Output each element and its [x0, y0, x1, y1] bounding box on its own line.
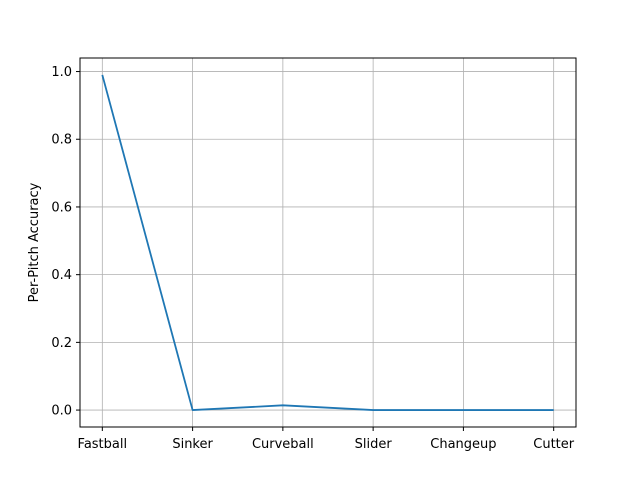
x-tick-label: Sinker	[172, 437, 213, 452]
y-tick-label: 1.0	[51, 65, 72, 80]
y-tick-label: 0.6	[51, 200, 72, 215]
series-line	[101, 74, 554, 411]
x-tick-label: Changeup	[430, 437, 496, 452]
x-axis: Fastball Sinker Curveball Slider Changeup Cut…	[78, 427, 575, 452]
x-tick-label: Slider	[355, 437, 393, 452]
y-tick-label: 0.2	[51, 336, 72, 351]
x-tick-label: Fastball	[78, 437, 128, 452]
y-axis-label: Per-Pitch Accuracy	[27, 182, 42, 302]
plot-frame	[79, 57, 577, 428]
x-tick-label: Curveball	[252, 437, 314, 452]
y-tick-label: 0.4	[51, 268, 72, 283]
x-tick-label: Cutter	[533, 437, 575, 452]
y-tick-label: 0.0	[51, 404, 72, 419]
y-tick-label: 0.8	[51, 133, 72, 148]
grid	[80, 58, 576, 427]
y-axis: 0.0 0.2 0.4 0.6 0.8 1.0	[51, 65, 80, 419]
series-layer	[101, 74, 554, 411]
